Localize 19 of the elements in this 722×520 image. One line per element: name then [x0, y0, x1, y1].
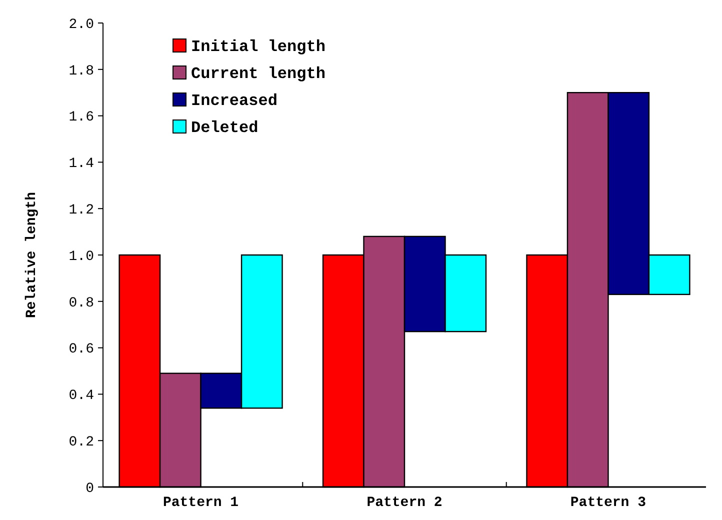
y-tick-label: 1.2 [68, 202, 94, 218]
legend-label: Initial length [191, 38, 326, 56]
x-tick-label: Pattern 2 [366, 495, 442, 511]
y-tick-label: 0.4 [68, 388, 94, 404]
y-tick-label: 1.0 [68, 248, 94, 265]
y-axis-title: Relative length [24, 192, 40, 318]
y-tick-label: 1.4 [68, 156, 94, 172]
legend-label: Deleted [191, 119, 258, 137]
legend-label: Current length [191, 65, 326, 83]
y-tick-label: 0.8 [68, 295, 94, 312]
y-tick-label: 1.6 [68, 110, 94, 126]
x-tick-label: Pattern 1 [162, 495, 239, 511]
y-tick-label: 0 [86, 480, 94, 497]
x-tick-label: Pattern 3 [570, 495, 646, 511]
y-tick-label: 0.6 [68, 342, 94, 358]
legend-label: Increased [191, 92, 278, 110]
y-tick-label: 0.2 [68, 434, 94, 450]
y-tick-label: 1.8 [68, 63, 94, 80]
y-tick-label: 2.0 [68, 16, 94, 33]
